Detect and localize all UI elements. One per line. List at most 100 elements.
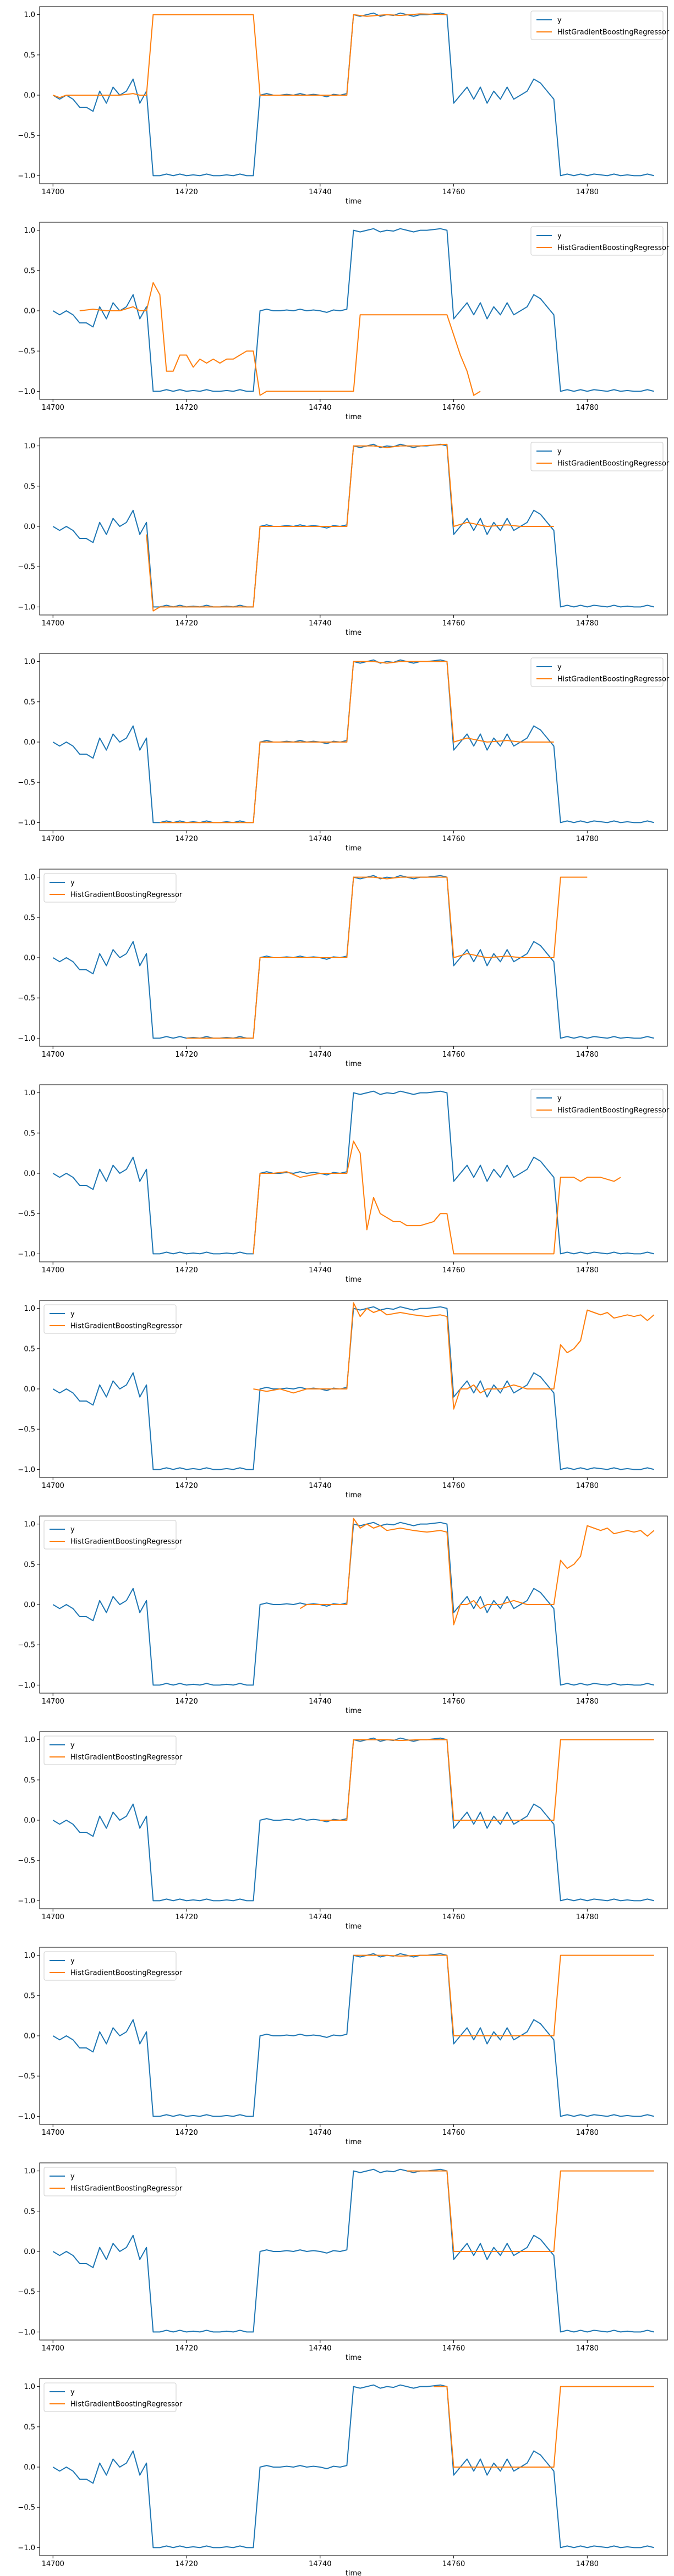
y-tick-label: 0.5 <box>24 1345 35 1353</box>
x-tick-label: 14700 <box>42 1913 64 1921</box>
y-tick-label: −0.5 <box>18 1857 35 1865</box>
legend: y HistGradientBoostingRegressor <box>43 1304 183 1334</box>
legend-box <box>530 226 664 256</box>
legend: y HistGradientBoostingRegressor <box>530 1089 670 1118</box>
x-tick-label: 14720 <box>175 2129 198 2137</box>
legend-label: HistGradientBoostingRegressor <box>70 2401 183 2409</box>
y-tick-label: 0.5 <box>24 914 35 922</box>
x-tick-label: 14700 <box>42 1698 64 1706</box>
legend-label: y <box>70 1742 75 1750</box>
y-tick-label: 0.5 <box>24 267 35 275</box>
legend-box <box>530 657 664 687</box>
x-tick-label: 14720 <box>175 1913 198 1921</box>
y-tick-label: 1.0 <box>24 2167 35 2176</box>
x-tick-label: 14780 <box>576 835 599 843</box>
y-tick-label: 0.0 <box>24 2033 35 2041</box>
legend: y HistGradientBoostingRegressor <box>43 873 183 903</box>
y-tick-label: 1.0 <box>24 2383 35 2391</box>
series-line-y <box>52 228 654 392</box>
x-tick-label: 14740 <box>309 2560 331 2568</box>
x-tick-label: 14760 <box>442 2344 465 2353</box>
x-tick-label: 14700 <box>42 619 64 628</box>
y-tick-label: −0.5 <box>18 779 35 787</box>
y-tick-label: 0.5 <box>24 1992 35 2000</box>
y-tick-label: 0.0 <box>24 2248 35 2256</box>
chart-panel-11: 14700 14720 14740 14760 14780 1.0 0.5 0.0 −0.5 −1… <box>18 2162 668 2362</box>
x-tick-label: 14720 <box>175 1698 198 1706</box>
y-tick-label: −0.5 <box>18 2073 35 2081</box>
x-axis-label: time <box>346 1276 361 1284</box>
x-tick-label: 14780 <box>576 2560 599 2568</box>
legend-label: HistGradientBoostingRegressor <box>557 29 670 37</box>
legend: y HistGradientBoostingRegressor <box>530 657 670 687</box>
y-tick-label: −0.5 <box>18 1641 35 1650</box>
y-tick-label: −0.5 <box>18 1210 35 1218</box>
y-tick-label: 1.0 <box>24 1952 35 1960</box>
y-tick-label: −1.0 <box>18 603 35 612</box>
x-tick-label: 14780 <box>576 2344 599 2353</box>
chart-panel-8: 14700 14720 14740 14760 14780 1.0 0.5 0.0 −0.5 −1… <box>18 1515 668 1715</box>
x-tick-label: 14760 <box>442 2129 465 2137</box>
chart-panel-1: 14700 14720 14740 14760 14780 1.0 0.5 0.0 −0.5 −1… <box>18 6 670 206</box>
y-tick-label: −0.5 <box>18 563 35 572</box>
x-tick-label: 14760 <box>442 1266 465 1275</box>
x-tick-label: 14720 <box>175 1266 198 1275</box>
y-tick-label: −1.0 <box>18 1035 35 1043</box>
x-axis-label: time <box>346 2138 361 2146</box>
x-axis-label: time <box>346 413 361 421</box>
x-tick-label: 14700 <box>42 2560 64 2568</box>
series-line-histgradientboostingregressor <box>407 2170 654 2252</box>
x-tick-label: 14720 <box>175 2344 198 2353</box>
legend-label: y <box>70 2388 75 2397</box>
x-tick-label: 14780 <box>576 1482 599 1490</box>
y-tick-label: 1.0 <box>24 658 35 666</box>
legend: y HistGradientBoostingRegressor <box>43 1951 183 1981</box>
x-axis-label: time <box>346 197 361 206</box>
y-tick-label: 0.0 <box>24 1386 35 1394</box>
y-tick-label: 1.0 <box>24 227 35 235</box>
legend-label: HistGradientBoostingRegressor <box>70 1754 183 1762</box>
y-tick-label: 0.0 <box>24 2464 35 2472</box>
legend: y HistGradientBoostingRegressor <box>43 2382 183 2412</box>
chart-panel-4: 14700 14720 14740 14760 14780 1.0 0.5 0.0 −0.5 −1… <box>18 653 670 853</box>
x-axis-label: time <box>346 1923 361 1931</box>
x-tick-label: 14760 <box>442 2560 465 2568</box>
legend: y HistGradientBoostingRegressor <box>530 226 670 256</box>
legend-box <box>43 1735 177 1765</box>
x-tick-label: 14760 <box>442 1913 465 1921</box>
y-tick-label: 0.0 <box>24 1817 35 1825</box>
legend-label: y <box>557 663 562 672</box>
legend-box <box>43 1520 177 1550</box>
series-line-histgradientboostingregressor <box>253 1140 621 1255</box>
chart-panel-7: 14700 14720 14740 14760 14780 1.0 0.5 0.0 −0.5 −1… <box>18 1300 668 1500</box>
x-tick-label: 14700 <box>42 2344 64 2353</box>
y-tick-label: 0.5 <box>24 2423 35 2431</box>
legend-label: HistGradientBoostingRegressor <box>557 460 670 468</box>
y-tick-label: 1.0 <box>24 1736 35 1744</box>
series-line-histgradientboostingregressor <box>320 1739 654 1821</box>
y-tick-label: 0.5 <box>24 1561 35 1569</box>
x-tick-label: 14760 <box>442 1051 465 1059</box>
x-axis-label: time <box>346 2354 361 2362</box>
legend-label: HistGradientBoostingRegressor <box>70 891 183 899</box>
x-tick-label: 14780 <box>576 1051 599 1059</box>
x-tick-label: 14720 <box>175 619 198 628</box>
y-tick-label: −1.0 <box>18 2328 35 2337</box>
y-tick-label: −0.5 <box>18 132 35 140</box>
x-tick-label: 14780 <box>576 1913 599 1921</box>
x-tick-label: 14780 <box>576 619 599 628</box>
series-line-histgradientboostingregressor <box>353 1954 654 2036</box>
x-tick-label: 14700 <box>42 1266 64 1275</box>
legend: y HistGradientBoostingRegressor <box>43 1520 183 1550</box>
legend-label: y <box>557 448 562 456</box>
x-tick-label: 14760 <box>442 1482 465 1490</box>
series-line-histgradientboostingregressor <box>52 13 447 98</box>
x-tick-label: 14780 <box>576 1698 599 1706</box>
legend-label: HistGradientBoostingRegressor <box>557 675 670 684</box>
series-line-histgradientboostingregressor <box>146 443 554 612</box>
legend-label: y <box>70 879 75 887</box>
x-tick-label: 14720 <box>175 835 198 843</box>
y-tick-label: −1.0 <box>18 2113 35 2121</box>
x-tick-label: 14740 <box>309 404 331 412</box>
